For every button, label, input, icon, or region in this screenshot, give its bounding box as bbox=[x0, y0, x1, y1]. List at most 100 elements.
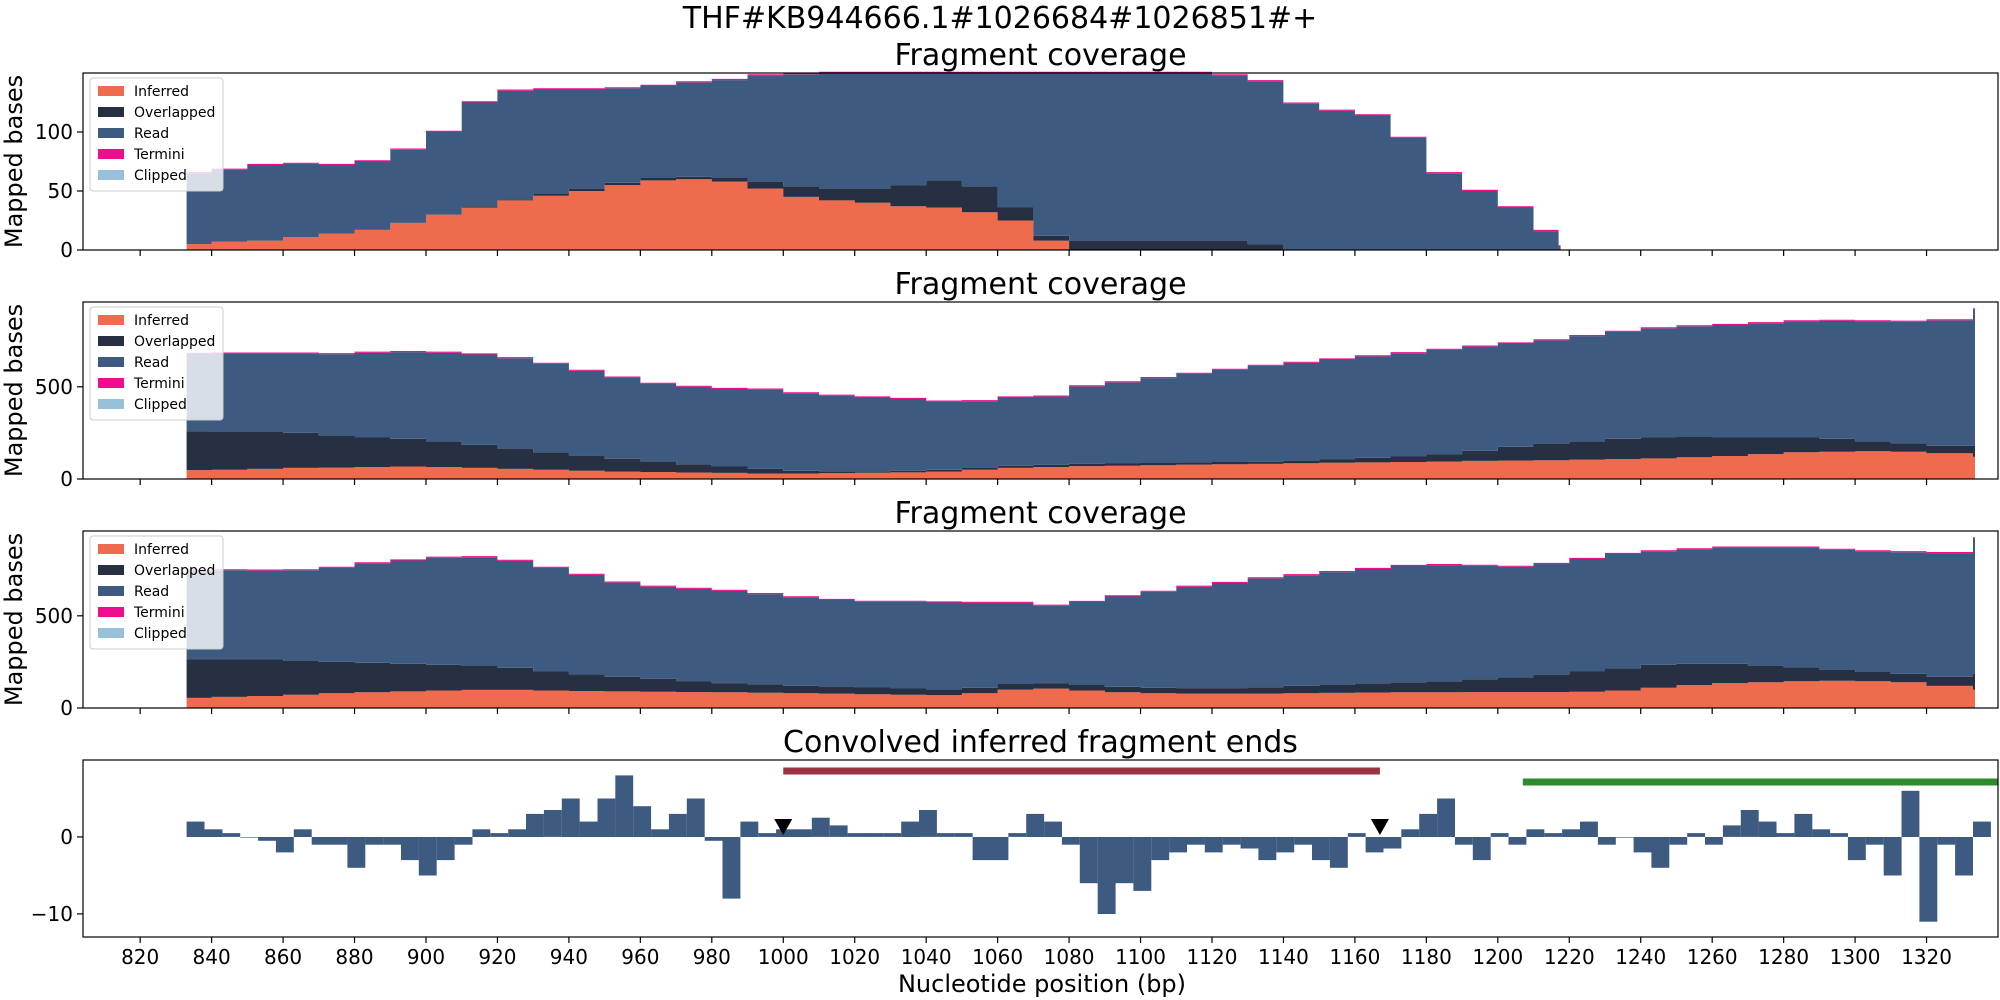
legend: Inferred Overlapped Read Termini Clipped bbox=[89, 535, 224, 650]
bar bbox=[1722, 825, 1741, 837]
bar bbox=[401, 837, 419, 861]
bar bbox=[1973, 821, 1991, 837]
legend-box bbox=[89, 77, 224, 192]
legend-label-inferred: Inferred bbox=[134, 313, 189, 329]
axes-frame bbox=[82, 530, 1999, 709]
x-tick-label: 1280 bbox=[1758, 945, 1809, 969]
bar bbox=[1597, 837, 1616, 845]
bar bbox=[1847, 837, 1866, 861]
area-inferred bbox=[186, 179, 1561, 250]
area-read bbox=[186, 309, 1976, 472]
y-tick-label: 0 bbox=[60, 696, 73, 720]
legend-label-termini: Termini bbox=[133, 605, 185, 621]
x-tick-label: 1020 bbox=[829, 945, 880, 969]
bar bbox=[1526, 829, 1545, 837]
area-read bbox=[186, 538, 1976, 690]
bar bbox=[651, 829, 669, 837]
bar bbox=[776, 829, 794, 837]
bar bbox=[990, 837, 1009, 861]
area-inferred bbox=[186, 680, 1976, 708]
x-tick-label: 820 bbox=[121, 945, 159, 969]
legend-label-overlapped: Overlapped bbox=[134, 105, 215, 121]
bar bbox=[1276, 837, 1295, 853]
legend-label-read: Read bbox=[134, 584, 169, 600]
panel-3: Fragment coverage Inferred Overlapped Read T… bbox=[0, 496, 1999, 720]
y-tick-label: 500 bbox=[35, 604, 73, 628]
bar bbox=[1865, 837, 1884, 845]
bar bbox=[1937, 837, 1956, 845]
legend-swatch-clipped bbox=[98, 170, 124, 180]
bar bbox=[1115, 837, 1134, 884]
panel-title: Fragment coverage bbox=[894, 496, 1186, 531]
legend-label-read: Read bbox=[134, 126, 169, 142]
x-tick-label: 1260 bbox=[1687, 945, 1738, 969]
axes-frame bbox=[82, 759, 1999, 938]
y-tick-label: 100 bbox=[35, 120, 73, 144]
bar bbox=[1079, 837, 1098, 884]
bar bbox=[1794, 813, 1813, 837]
bar bbox=[1812, 829, 1831, 837]
area-overlapped bbox=[186, 659, 1976, 698]
y-axis-label: Mapped bases bbox=[0, 533, 28, 706]
bar bbox=[1347, 833, 1366, 837]
bar bbox=[454, 837, 473, 845]
bar bbox=[972, 837, 991, 861]
panel-1: Fragment coverage Inferred Overlapped Read T… bbox=[0, 38, 1999, 262]
x-tick-label: 880 bbox=[335, 945, 373, 969]
x-tick-label: 1080 bbox=[1044, 945, 1095, 969]
x-tick-label: 1160 bbox=[1329, 945, 1380, 969]
panel-title: Fragment coverage bbox=[894, 38, 1186, 73]
bar bbox=[543, 810, 562, 837]
area-overlapped bbox=[186, 431, 1976, 474]
bar bbox=[1901, 790, 1920, 837]
bar bbox=[186, 821, 205, 837]
bar bbox=[794, 829, 812, 837]
legend-swatch-inferred bbox=[98, 544, 124, 554]
bar bbox=[1776, 833, 1795, 837]
bar bbox=[1187, 837, 1205, 845]
legend-swatch-inferred bbox=[98, 86, 124, 96]
y-tick-label: 0 bbox=[60, 825, 73, 849]
panel-2: Fragment coverage Inferred Overlapped Read T… bbox=[0, 267, 1999, 491]
legend: Inferred Overlapped Read Termini Clipped bbox=[89, 77, 224, 192]
y-tick-label: 0 bbox=[60, 467, 73, 491]
bar bbox=[1419, 813, 1438, 837]
legend-swatch-inferred bbox=[98, 315, 124, 325]
bar bbox=[1329, 837, 1348, 868]
bar bbox=[1026, 813, 1045, 837]
legend-label-termini: Termini bbox=[133, 376, 185, 392]
legend: Inferred Overlapped Read Termini Clipped bbox=[89, 306, 224, 421]
x-tick-label: 960 bbox=[621, 945, 659, 969]
axes-frame bbox=[82, 301, 1999, 480]
bar bbox=[704, 837, 723, 841]
area-read bbox=[186, 73, 1561, 250]
legend-swatch-read bbox=[98, 128, 124, 138]
bar bbox=[1258, 837, 1277, 861]
bar bbox=[633, 806, 652, 837]
bar bbox=[1490, 833, 1509, 837]
legend-label-clipped: Clipped bbox=[134, 397, 187, 413]
legend-swatch-clipped bbox=[98, 399, 124, 409]
bar bbox=[1955, 837, 1973, 876]
bar bbox=[1401, 829, 1420, 837]
x-tick-label: 1240 bbox=[1615, 945, 1666, 969]
bar bbox=[1151, 837, 1170, 861]
bar bbox=[1061, 837, 1080, 845]
bar bbox=[293, 829, 312, 837]
legend-swatch-termini bbox=[98, 378, 124, 388]
bar bbox=[901, 821, 920, 837]
y-tick-label: 500 bbox=[35, 375, 73, 399]
bar bbox=[222, 833, 241, 837]
bar bbox=[1044, 821, 1062, 837]
bar bbox=[1222, 837, 1241, 845]
bar bbox=[1133, 837, 1152, 891]
x-tick-label: 980 bbox=[693, 945, 731, 969]
x-tick-label: 1100 bbox=[1115, 945, 1166, 969]
bar bbox=[758, 833, 777, 837]
bar bbox=[526, 813, 544, 837]
bar bbox=[1365, 837, 1384, 853]
bar bbox=[1919, 837, 1938, 922]
bar bbox=[1740, 810, 1759, 837]
bar bbox=[1169, 837, 1187, 853]
legend-label-overlapped: Overlapped bbox=[134, 563, 215, 579]
